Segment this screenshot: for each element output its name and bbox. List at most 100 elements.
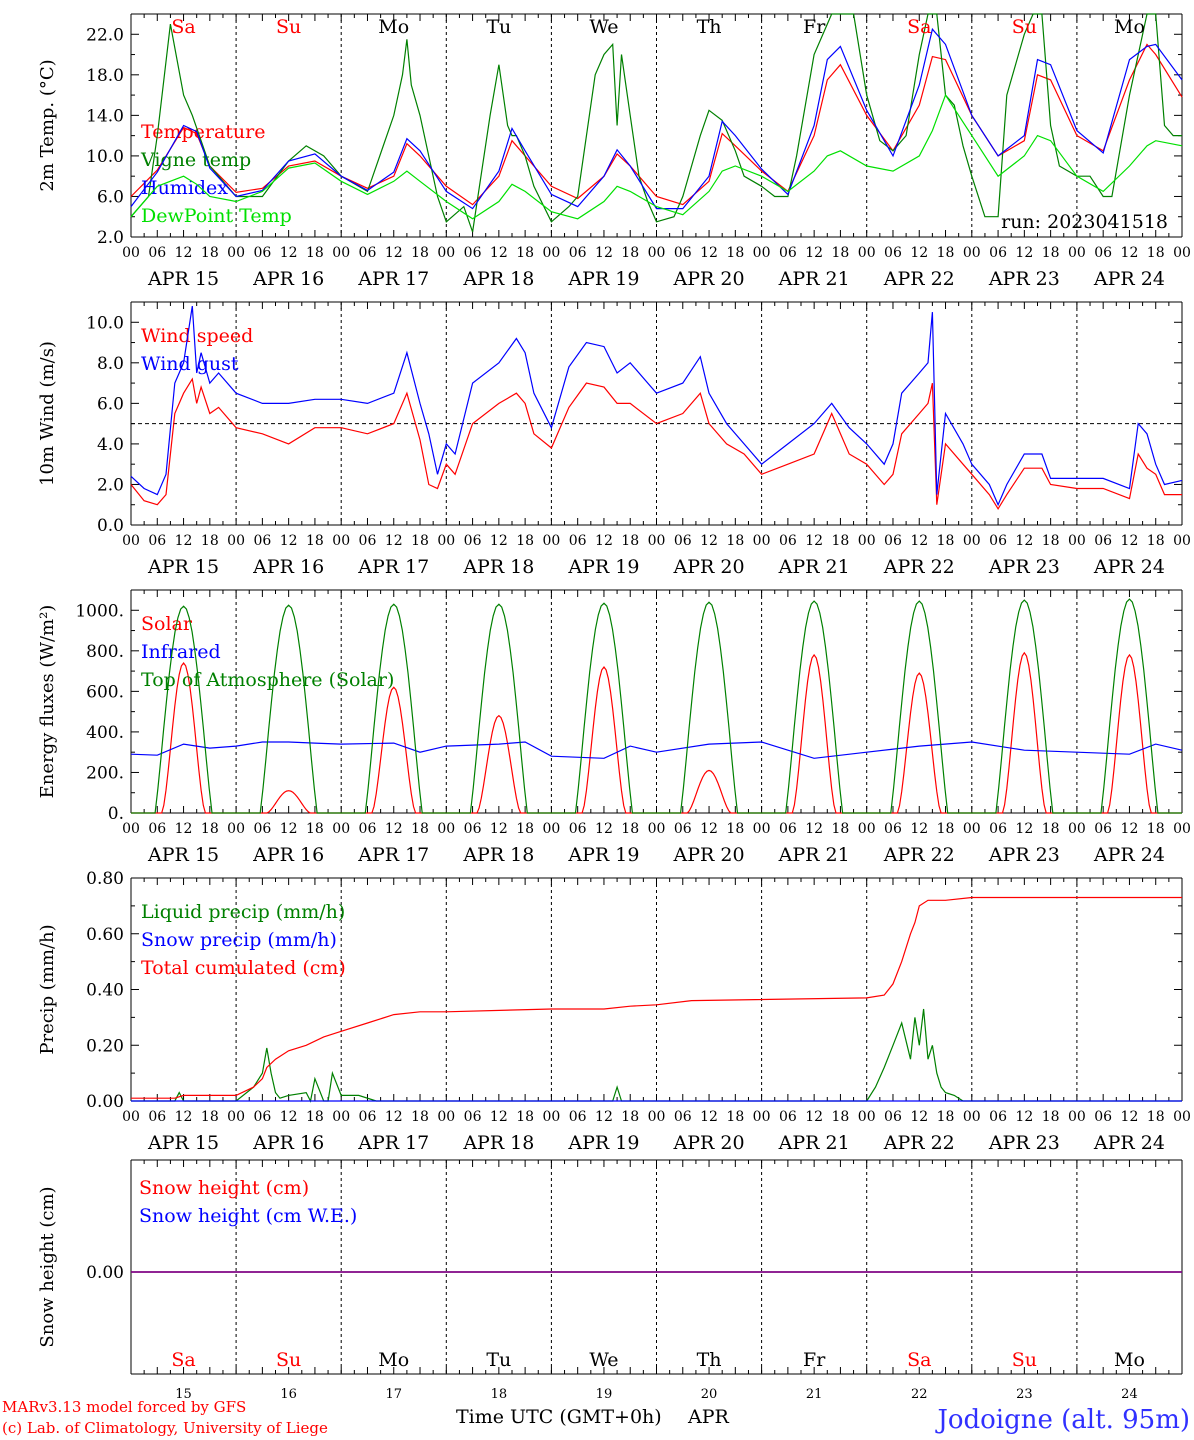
y-tick-label: 22.0 [86,25,124,45]
hour-tick-label: 18 [516,1109,534,1125]
y-axis-label: Energy fluxes (W/m²) [37,605,58,799]
weekday-label: Su [276,16,301,38]
legend-entry: Temperature [141,121,265,143]
hour-tick-label: 00 [858,1109,876,1125]
run-label: run: 2023041518 [1001,211,1168,233]
y-tick-label: 0.60 [86,925,124,945]
hour-tick-label: 12 [175,1109,193,1125]
y-tick-label: 14.0 [86,106,124,126]
day-number-label: 15 [175,1387,192,1402]
hour-tick-label: 18 [832,1109,850,1125]
hour-tick-label: 12 [595,1109,613,1125]
date-label: APR 24 [1093,1132,1165,1154]
y-tick-label: 8.0 [97,354,124,374]
y-tick-label: 4.0 [97,435,124,455]
hour-tick-label: 12 [700,245,718,261]
hour-tick-label: 06 [674,245,692,261]
date-label: APR 21 [778,556,850,578]
hour-tick-label: 00 [332,821,350,837]
date-label: APR 15 [147,1132,219,1154]
hour-tick-label: 18 [832,533,850,549]
hour-tick-label: 00 [227,821,245,837]
hour-tick-label: 12 [280,533,298,549]
hour-tick-label: 06 [989,1109,1007,1125]
hour-tick-label: 18 [832,245,850,261]
date-label: APR 17 [357,844,429,866]
weekday-label: Su [1012,16,1037,38]
hour-tick-label: 12 [1121,245,1139,261]
legend-entry: Liquid precip (mm/h) [141,901,345,923]
hour-tick-label: 18 [1147,1109,1165,1125]
hour-tick-label: 12 [595,821,613,837]
y-tick-label: 10.0 [86,313,124,333]
hour-tick-label: 18 [1147,245,1165,261]
legend-entry: DewPoint Temp [141,205,292,227]
series-line-wind-speed [130,377,1182,510]
hour-tick-label: 06 [779,245,797,261]
hour-tick-label: 00 [227,533,245,549]
hour-tick-label: 12 [1121,1109,1139,1125]
hour-tick-label: 18 [832,821,850,837]
hour-tick-label: 06 [148,533,166,549]
hour-tick-label: 18 [201,533,219,549]
date-label: APR 21 [778,1132,850,1154]
date-label: APR 18 [462,268,534,290]
y-tick-label: 2.0 [97,475,124,495]
date-label: APR 15 [147,556,219,578]
hour-tick-label: 18 [1042,821,1060,837]
hour-tick-label: 12 [595,533,613,549]
weekday-label: Su [276,1349,301,1371]
hour-tick-label: 18 [726,821,744,837]
hour-tick-label: 00 [122,1109,140,1125]
hour-tick-label: 00 [227,1109,245,1125]
hour-tick-label: 00 [437,533,455,549]
hour-tick-label: 12 [910,821,928,837]
hour-tick-label: 18 [306,533,324,549]
hour-tick-label: 06 [253,533,271,549]
date-label: APR 24 [1093,268,1165,290]
hour-tick-label: 00 [753,821,771,837]
day-number-label: 17 [385,1387,402,1402]
hour-tick-label: 00 [648,533,666,549]
hour-tick-label: 18 [621,821,639,837]
hour-tick-label: 00 [753,1109,771,1125]
legend-entry: Wind gust [141,353,239,375]
hour-tick-label: 12 [175,821,193,837]
hour-tick-label: 06 [779,533,797,549]
hour-tick-label: 12 [280,245,298,261]
day-number-label: 24 [1121,1387,1138,1402]
weekday-label: Sa [171,16,195,38]
hour-tick-label: 18 [201,821,219,837]
hour-tick-label: 00 [332,533,350,549]
hour-tick-label: 12 [910,533,928,549]
legend-entry: Snow height (cm) [139,1177,309,1199]
date-label: APR 18 [462,844,534,866]
hour-tick-label: 06 [253,245,271,261]
y-tick-label: 2.0 [97,228,124,248]
hour-tick-label: 06 [464,245,482,261]
hour-tick-label: 06 [359,533,377,549]
date-label: APR 17 [357,556,429,578]
hour-tick-label: 12 [385,245,403,261]
hour-tick-label: 00 [332,1109,350,1125]
hour-tick-label: 06 [884,533,902,549]
weekday-label: Mo [1114,1349,1145,1371]
hour-tick-label: 00 [122,821,140,837]
hour-tick-label: 00 [542,533,560,549]
hour-tick-label: 18 [621,245,639,261]
hour-tick-label: 06 [989,245,1007,261]
hour-tick-label: 18 [411,245,429,261]
hour-tick-label: 06 [464,533,482,549]
hour-tick-label: 00 [858,821,876,837]
date-label: APR 16 [252,1132,324,1154]
hour-tick-label: 00 [1173,1109,1191,1125]
weekday-label: Mo [1114,16,1145,38]
weekday-label: Mo [378,16,409,38]
hour-tick-label: 12 [1015,1109,1033,1125]
date-label: APR 19 [567,1132,639,1154]
date-label: APR 16 [252,844,324,866]
hour-tick-label: 00 [542,821,560,837]
hour-tick-label: 00 [1173,821,1191,837]
date-label: APR 17 [357,1132,429,1154]
